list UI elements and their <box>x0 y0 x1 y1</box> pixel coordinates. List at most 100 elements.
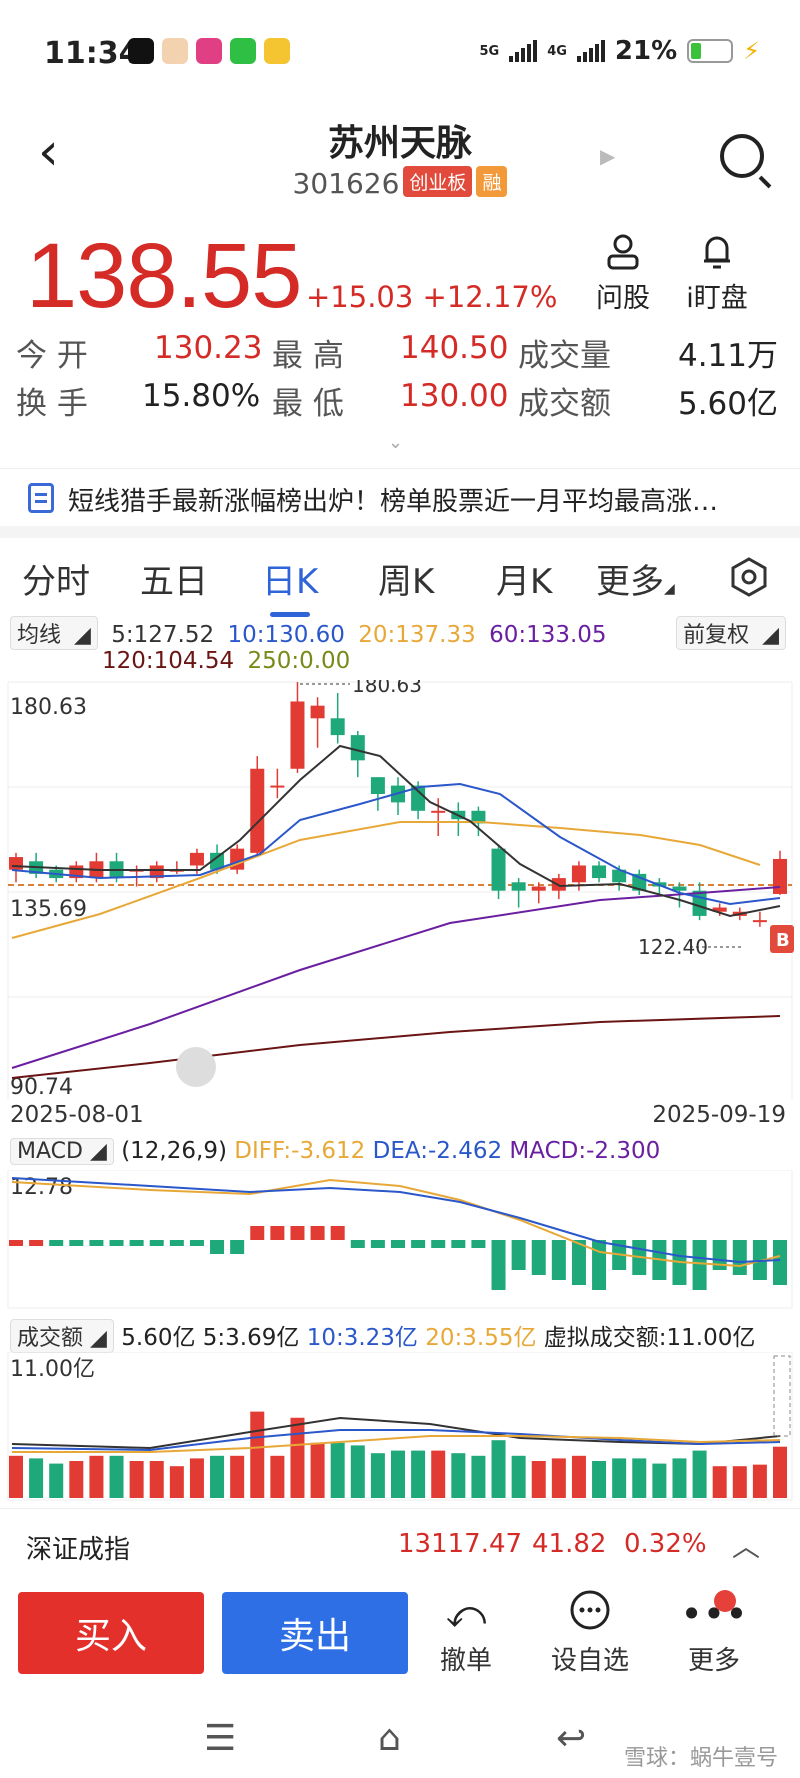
volume-ma5-line <box>11 1416 781 1450</box>
cancel-order-button[interactable]: ⤺ 撤单 <box>416 1588 516 1677</box>
watch-button[interactable]: i盯盘 <box>672 232 762 315</box>
candle-body <box>672 886 687 891</box>
notification-dot <box>714 1590 736 1612</box>
divider <box>0 526 800 538</box>
user-icon <box>578 232 668 276</box>
tab-more[interactable]: 更多◢ <box>596 554 675 603</box>
volume-top-label: 11.00亿 <box>10 1357 95 1382</box>
ma250-value: 250:0.00 <box>247 648 351 674</box>
low-value: 130.00 <box>400 378 509 414</box>
macd-bar <box>511 1240 526 1270</box>
next-stock-arrow-icon[interactable]: ▶ <box>600 144 616 168</box>
expand-up-icon[interactable]: ︿ <box>731 1530 760 1563</box>
watch-label: i盯盘 <box>686 283 748 314</box>
ask-stock-button[interactable]: 问股 <box>578 232 668 315</box>
candle-body <box>531 886 546 891</box>
volume-bars <box>9 1411 787 1498</box>
volume-bar <box>69 1461 84 1498</box>
macd-chart[interactable]: 12.78 <box>0 1170 800 1310</box>
turnover-label: 换 手 <box>16 386 88 422</box>
volume-selector[interactable]: 成交额 ◢ <box>10 1319 114 1353</box>
news-ticker[interactable]: 短线猎手最新涨幅榜出炉！榜单股票近一月平均最高涨… <box>0 468 800 524</box>
volume-virtual: 虚拟成交额:11.00亿 <box>543 1325 756 1351</box>
volume-bar <box>551 1458 566 1498</box>
macd-bar <box>692 1240 707 1290</box>
board-badge: 创业板 <box>403 166 473 197</box>
macd-diff: DIFF:-3.612 <box>234 1138 366 1164</box>
volume-bar <box>149 1461 164 1498</box>
macd-legend: MACD ◢ (12,26,9) DIFF:-3.612 DEA:-2.462 … <box>10 1138 660 1165</box>
app-icon <box>162 38 188 64</box>
ma120-value: 120:104.54 <box>102 648 235 674</box>
volume-ma10-line <box>11 1429 781 1452</box>
bell-icon <box>672 232 762 276</box>
turnover-value: 15.80% <box>142 378 261 414</box>
macd-value: MACD:-2.300 <box>509 1138 661 1164</box>
low-label: 最 低 <box>272 386 344 422</box>
candle-body <box>571 865 586 883</box>
pencil-tool-icon[interactable] <box>176 1047 216 1087</box>
adjust-selector[interactable]: 前复权 ◢ <box>676 616 786 650</box>
open-value: 130.23 <box>154 330 263 366</box>
candle-body <box>189 852 204 866</box>
macd-bar <box>330 1226 345 1240</box>
candle-body <box>752 920 767 923</box>
index-name: 深证成指 <box>26 1535 131 1565</box>
status-time: 11:34 <box>44 36 140 71</box>
macd-bar <box>89 1240 104 1246</box>
macd-bar <box>370 1240 385 1248</box>
signal-5g-label: 5G <box>479 43 500 59</box>
date-end: 2025-09-19 <box>652 1102 786 1128</box>
ma20-line <box>11 821 761 939</box>
tiktok-icon <box>128 38 154 64</box>
tab-monthly-k[interactable]: 月K <box>496 562 553 602</box>
back-nav-icon[interactable]: ↩ <box>556 1718 587 1759</box>
settings-hexagon-icon[interactable] <box>728 556 770 598</box>
tab-five-day[interactable]: 五日 <box>140 562 208 602</box>
add-watchlist-button[interactable]: 设自选 <box>540 1588 640 1677</box>
kline-chart[interactable]: 180.63 135.69 90.74 180.63 122.40 B <box>0 680 800 1100</box>
cancel-order-label: 撤单 <box>439 1646 492 1676</box>
volume-bar <box>773 1446 787 1498</box>
volume-bar <box>632 1458 647 1498</box>
search-icon[interactable] <box>720 134 764 178</box>
buy-button[interactable]: 买入 <box>18 1592 204 1674</box>
change-percent: +12.17% <box>422 280 558 314</box>
dea-line <box>11 1177 781 1264</box>
volume-bar <box>370 1453 385 1498</box>
candle-body <box>712 907 727 912</box>
volume-bar <box>411 1450 426 1498</box>
notification-icons <box>128 38 290 64</box>
macd-bar <box>9 1240 23 1246</box>
volume-chart[interactable]: 11.00亿 <box>0 1352 800 1502</box>
menu-icon[interactable]: ☰ <box>204 1718 237 1759</box>
candle-body <box>471 810 486 824</box>
signal-4g-icon <box>576 40 605 62</box>
candle-body <box>210 852 225 870</box>
tab-daily-k[interactable]: 日K <box>262 554 318 617</box>
volume-bar <box>330 1442 345 1498</box>
volume-ma20-line <box>12 1435 781 1453</box>
macd-bar <box>712 1240 727 1270</box>
candle-body <box>270 785 285 788</box>
macd-selector[interactable]: MACD ◢ <box>10 1138 114 1165</box>
expand-chevron-icon[interactable]: ⌄ <box>388 432 404 453</box>
tab-intraday[interactable]: 分时 <box>22 562 90 602</box>
change-value: +15.03 <box>306 280 414 314</box>
macd-bar <box>189 1240 204 1246</box>
index-row[interactable]: 深证成指 13117.47 41.82 0.32% ︿ <box>0 1508 800 1580</box>
back-arrow-icon[interactable]: ‹ <box>38 122 59 182</box>
sell-button[interactable]: 卖出 <box>222 1592 408 1674</box>
volume-bar <box>732 1466 747 1498</box>
candle-body <box>370 777 385 794</box>
ma-selector-label: 均线 <box>17 623 62 648</box>
macd-bar <box>571 1240 586 1285</box>
ma-selector[interactable]: 均线 ◢ <box>10 616 98 650</box>
volume-bar <box>189 1458 204 1498</box>
macd-bar <box>250 1226 265 1240</box>
macd-bar <box>49 1240 64 1246</box>
tab-weekly-k[interactable]: 周K <box>378 562 435 602</box>
adjust-label: 前复权 <box>683 623 750 648</box>
home-icon[interactable]: ⌂ <box>378 1718 401 1759</box>
more-button[interactable]: ••• 更多 <box>664 1588 764 1677</box>
